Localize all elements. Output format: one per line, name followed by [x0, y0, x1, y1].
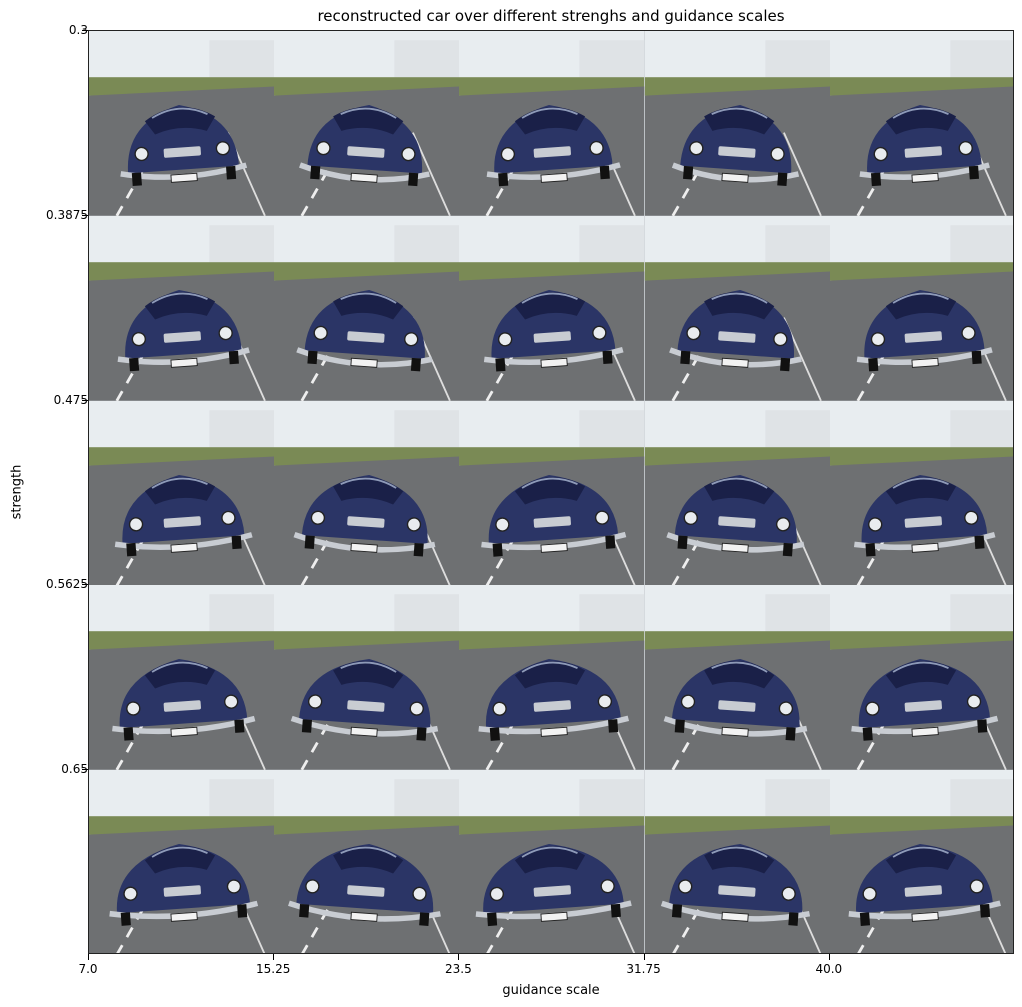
x-tick-label: 40.0 — [815, 962, 843, 976]
x-tick-label: 15.25 — [256, 962, 291, 976]
x-tick-mark — [273, 954, 275, 960]
grid-image-cell — [829, 770, 1013, 953]
x-axis-label: guidance scale — [502, 983, 600, 998]
y-tick-label: 0.3875 — [46, 207, 88, 222]
y-tick-mark — [82, 399, 88, 401]
grid-image-cell — [274, 400, 460, 586]
y-tick-mark — [82, 584, 88, 586]
grid-image-cell — [89, 215, 275, 401]
grid-image-cell — [274, 215, 460, 401]
x-tick-label: 23.5 — [445, 962, 472, 976]
y-tick-label: 0.3 — [68, 23, 88, 37]
grid-image-cell — [644, 215, 830, 401]
grid-image-cell — [89, 585, 275, 771]
grid-image-cell — [829, 215, 1013, 401]
grid-image-cell — [89, 31, 275, 216]
y-tick-mark — [82, 769, 88, 771]
y-tick-mark — [82, 214, 88, 216]
grid-image-cell — [274, 585, 460, 771]
grid-image-cell — [644, 770, 830, 953]
x-tick-mark — [88, 954, 89, 960]
grid-image-cell — [829, 400, 1013, 586]
y-tick-mark — [82, 30, 88, 31]
x-tick-mark — [643, 954, 645, 960]
grid-image-cell — [459, 400, 645, 586]
chart-title: reconstructed car over different strengh… — [317, 7, 785, 25]
y-tick-label: 0.475 — [53, 392, 88, 407]
y-tick-label: 0.5625 — [46, 577, 88, 592]
image-grid — [88, 30, 1014, 954]
grid-image-cell — [89, 400, 275, 586]
grid-image-cell — [459, 31, 645, 216]
x-tick-label: 31.75 — [626, 962, 661, 976]
grid-image-cell — [89, 770, 275, 953]
x-tick-mark — [828, 954, 830, 960]
grid-image-cell — [829, 585, 1013, 771]
grid-image-cell — [459, 585, 645, 771]
y-axis-label: strength — [9, 464, 25, 520]
grid-image-cell — [644, 585, 830, 771]
grid-image-cell — [459, 215, 645, 401]
grid-image-cell — [829, 31, 1013, 216]
x-tick-label: 7.0 — [78, 962, 98, 976]
grid-image-cell — [459, 770, 645, 953]
grid-image-cell — [274, 31, 460, 216]
y-tick-label: 0.65 — [61, 762, 88, 777]
grid-image-cell — [644, 400, 830, 586]
x-tick-mark — [458, 954, 460, 960]
grid-image-cell — [274, 770, 460, 953]
grid-image-cell — [644, 31, 830, 216]
